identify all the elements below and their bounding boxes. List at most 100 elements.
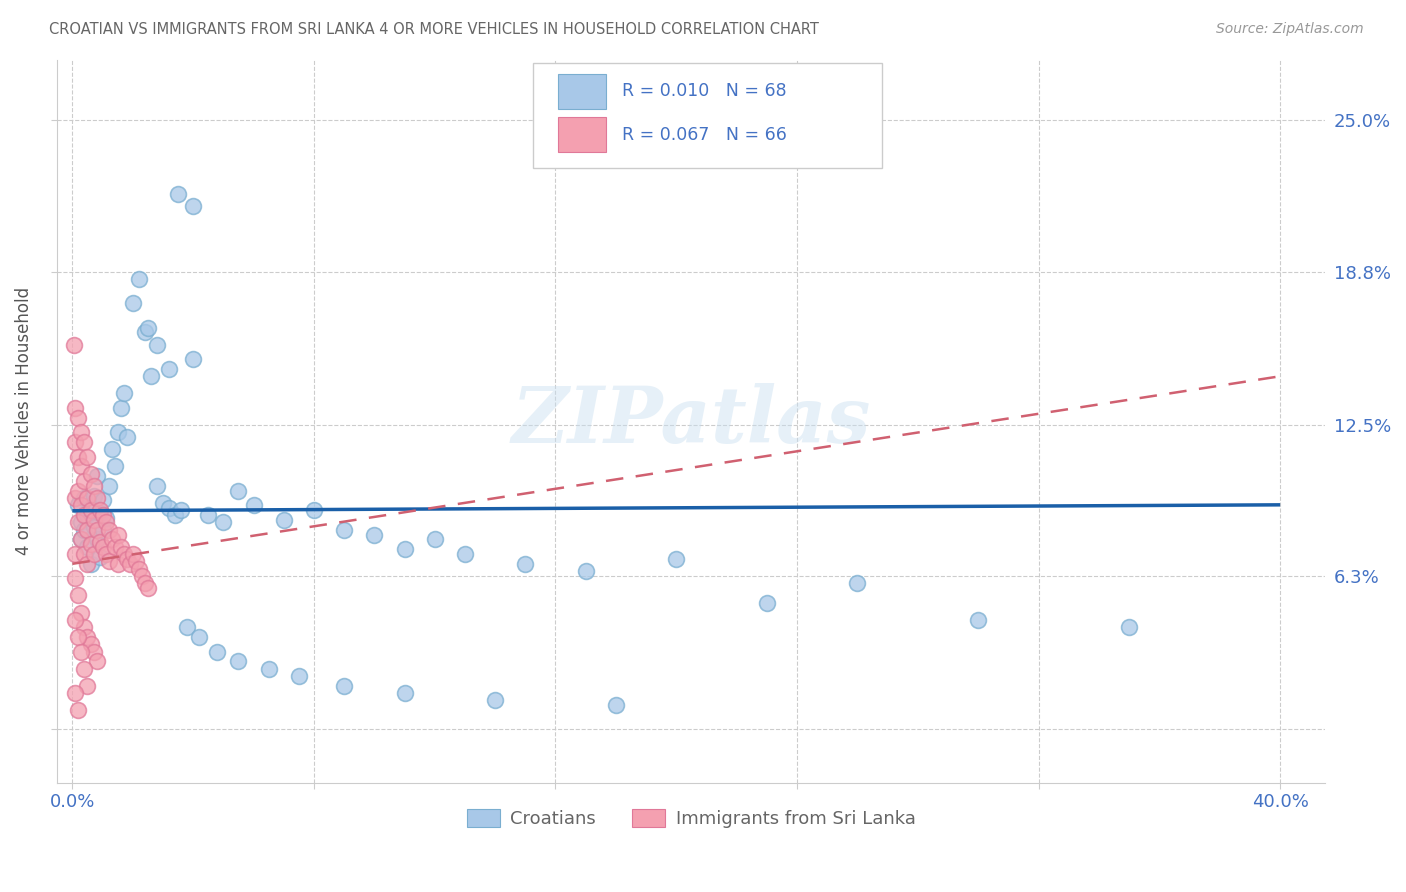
Point	[65, 435, 87, 450]
Point	[181, 199, 204, 213]
Point	[967, 613, 990, 627]
Point	[100, 442, 122, 457]
Point	[91, 540, 114, 554]
Point	[67, 630, 90, 644]
Point	[76, 523, 98, 537]
Point	[136, 320, 159, 334]
Point	[65, 401, 87, 415]
Point	[121, 547, 143, 561]
Point	[70, 425, 93, 440]
Point	[167, 186, 190, 201]
Point	[83, 513, 105, 527]
Point	[65, 547, 87, 561]
Point	[115, 430, 138, 444]
Point	[67, 483, 90, 498]
Point	[165, 508, 187, 522]
Point	[94, 510, 117, 524]
Point	[76, 450, 98, 464]
Point	[97, 554, 120, 568]
Point	[63, 337, 86, 351]
Point	[110, 540, 132, 554]
Point	[152, 496, 174, 510]
Point	[121, 296, 143, 310]
Point	[146, 337, 169, 351]
Point	[67, 703, 90, 717]
Point	[333, 679, 356, 693]
Point	[665, 552, 688, 566]
Point	[83, 479, 105, 493]
Point	[73, 523, 96, 537]
Point	[302, 503, 325, 517]
Point	[125, 554, 148, 568]
Point	[67, 450, 90, 464]
Point	[176, 620, 198, 634]
Point	[228, 483, 250, 498]
Point	[107, 557, 129, 571]
Point	[73, 508, 96, 522]
Point	[170, 503, 193, 517]
Point	[76, 508, 98, 522]
Y-axis label: 4 or more Vehicles in Household: 4 or more Vehicles in Household	[15, 287, 32, 556]
Point	[575, 564, 598, 578]
Point	[484, 693, 506, 707]
Point	[128, 562, 150, 576]
Point	[91, 493, 114, 508]
Point	[91, 523, 114, 537]
Point	[76, 557, 98, 571]
Point	[70, 644, 93, 658]
Point	[107, 527, 129, 541]
Point	[228, 654, 250, 668]
Point	[100, 533, 122, 547]
Point	[70, 499, 93, 513]
Point	[333, 523, 356, 537]
Point	[181, 352, 204, 367]
Point	[67, 410, 90, 425]
Point	[91, 508, 114, 522]
Point	[79, 500, 101, 515]
Point	[67, 516, 90, 530]
Point	[110, 401, 132, 415]
Text: R = 0.010   N = 68: R = 0.010 N = 68	[621, 82, 786, 101]
Point	[515, 557, 537, 571]
Point	[112, 386, 135, 401]
Point	[65, 686, 87, 700]
Point	[394, 542, 416, 557]
Point	[73, 620, 96, 634]
Point	[73, 435, 96, 450]
Text: R = 0.067   N = 66: R = 0.067 N = 66	[621, 126, 786, 144]
Point	[242, 499, 264, 513]
Point	[257, 662, 280, 676]
Point	[197, 508, 219, 522]
Point	[79, 557, 101, 571]
Text: Source: ZipAtlas.com: Source: ZipAtlas.com	[1216, 22, 1364, 37]
Point	[104, 459, 127, 474]
Point	[83, 547, 105, 561]
Point	[70, 533, 93, 547]
Point	[188, 630, 211, 644]
Point	[146, 479, 169, 493]
Point	[79, 637, 101, 651]
Point	[86, 491, 108, 505]
Point	[67, 499, 90, 513]
Point	[94, 516, 117, 530]
Point	[207, 644, 229, 658]
FancyBboxPatch shape	[558, 118, 606, 153]
Point	[605, 698, 627, 712]
Point	[136, 581, 159, 595]
Point	[83, 520, 105, 534]
Point	[755, 596, 778, 610]
Point	[846, 576, 869, 591]
Point	[115, 552, 138, 566]
Point	[394, 686, 416, 700]
Text: CROATIAN VS IMMIGRANTS FROM SRI LANKA 4 OR MORE VEHICLES IN HOUSEHOLD CORRELATIO: CROATIAN VS IMMIGRANTS FROM SRI LANKA 4 …	[49, 22, 820, 37]
Point	[70, 516, 93, 530]
Point	[70, 459, 93, 474]
Point	[104, 540, 127, 554]
Point	[212, 516, 235, 530]
FancyBboxPatch shape	[558, 74, 606, 109]
Point	[83, 489, 105, 503]
Legend: Croatians, Immigrants from Sri Lanka: Croatians, Immigrants from Sri Lanka	[460, 802, 922, 836]
Point	[67, 589, 90, 603]
Point	[76, 540, 98, 554]
Point	[79, 503, 101, 517]
